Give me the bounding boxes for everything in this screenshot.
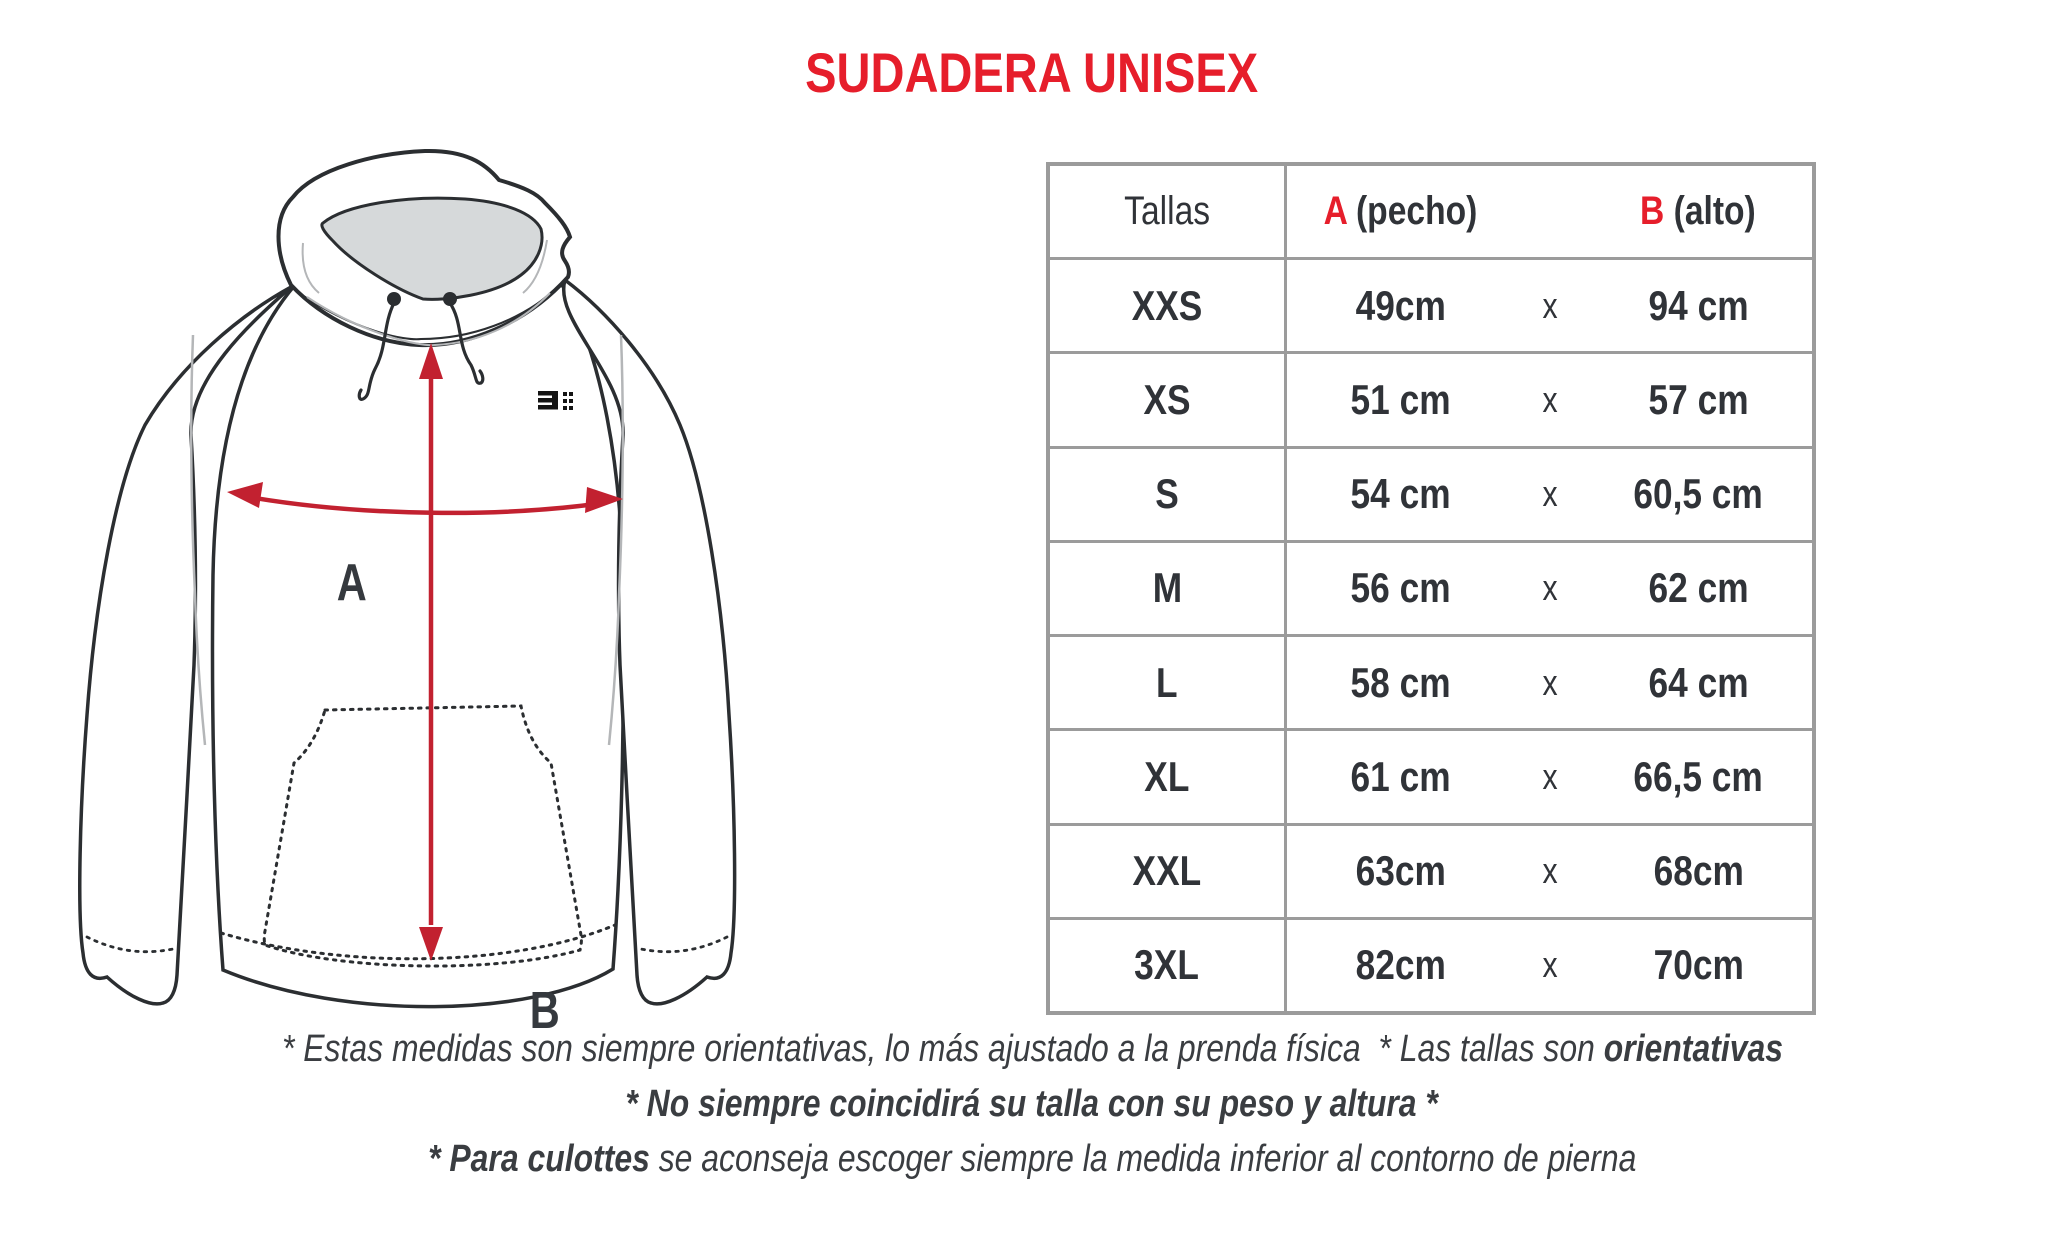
size-cell: XL (1050, 731, 1287, 823)
measure-b-arrow (419, 343, 443, 961)
hood-fold-right (522, 239, 548, 294)
measure-cell: 49cm x 94 cm (1355, 281, 1749, 329)
table-row: XS 51 cm x 57 cm (1050, 351, 1812, 446)
left-eyelet (387, 292, 401, 306)
right-seam (607, 334, 624, 746)
measure-cell: 63cm x 68cm (1355, 847, 1744, 895)
table-row: XL 61 cm x 66,5 cm (1050, 728, 1812, 823)
measure-cell: 54 cm x 60,5 cm (1350, 470, 1763, 518)
hoodie-diagram: A B (75, 125, 745, 1040)
collar-gray-line (306, 292, 551, 347)
right-cuff-stitch (639, 935, 729, 954)
hoodie-right-sleeve (561, 277, 737, 1006)
measure-cell: 56 cm x 62 cm (1350, 564, 1749, 612)
left-seam (190, 334, 207, 746)
size-cell: M (1050, 542, 1287, 635)
size-cell: XXL (1050, 825, 1287, 917)
table-row: 3XL 82cm x 70cm (1050, 916, 1812, 1011)
size-cell: XS (1050, 354, 1287, 446)
right-eyelet (443, 292, 457, 306)
measure-cell: 51 cm x 57 cm (1350, 376, 1749, 424)
size-cell: S (1050, 448, 1287, 540)
table-row: XXL 63cm x 68cm (1050, 822, 1812, 917)
header-b: B (alto) (1640, 189, 1757, 234)
header-measures-cell: A (pecho) B (alto) (1287, 166, 1812, 257)
measure-cell: 82cm x 70cm (1355, 941, 1744, 989)
measure-label-b: B (529, 982, 561, 1040)
page-title: SUDADERA UNISEX (0, 40, 2064, 105)
footnotes: * Estas medidas son siempre orientativas… (0, 1022, 2064, 1187)
hoodie-left-sleeve (78, 285, 293, 1006)
measure-cell: 61 cm x 66,5 cm (1350, 752, 1763, 800)
footnote-line-3: * Para culottes se aconseja escoger siem… (427, 1138, 1637, 1180)
size-table: Tallas A (pecho) B (alto) XXS 49cm x 94 … (1046, 162, 1816, 1015)
hood-lining (320, 196, 544, 301)
brand-logo-icon (538, 391, 573, 410)
right-drawstring (448, 301, 485, 385)
table-row: XXS 49cm x 94 cm (1050, 257, 1812, 352)
size-cell: L (1050, 637, 1287, 729)
footnote-line-2: * No siempre coincidirá su talla con su … (625, 1083, 1439, 1125)
measure-label-a: A (336, 554, 368, 612)
table-row: L 58 cm x 64 cm (1050, 634, 1812, 729)
measure-cell: 58 cm x 64 cm (1350, 658, 1749, 706)
left-drawstring (357, 301, 396, 401)
page-title-text: SUDADERA UNISEX (805, 41, 1259, 104)
size-table-header: Tallas A (pecho) B (alto) (1050, 166, 1812, 258)
table-row: M 56 cm x 62 cm (1050, 539, 1812, 635)
footnote-line-1: * Estas medidas son siempre orientativas… (281, 1028, 1783, 1070)
hoodie-waistband-stitch (219, 923, 617, 961)
hood-fold-left (301, 242, 320, 294)
hoodie-drawing (78, 148, 737, 1009)
header-a: A (pecho) (1323, 189, 1478, 234)
size-cell: 3XL (1050, 919, 1287, 1011)
size-cell: XXS (1050, 260, 1287, 352)
hoodie-body (210, 246, 626, 1009)
measure-a-arrow (227, 482, 623, 516)
hoodie-pocket (262, 704, 583, 968)
header-sizes-cell: Tallas (1050, 166, 1287, 258)
left-cuff-stitch (85, 935, 175, 954)
table-row: S 54 cm x 60,5 cm (1050, 445, 1812, 540)
